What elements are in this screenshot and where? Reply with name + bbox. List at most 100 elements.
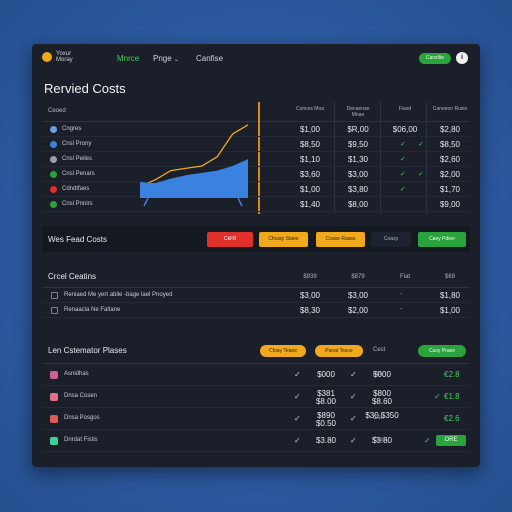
cell-value: $3,00 [299,291,321,300]
top-nav-bar: Yoxur Moray Mnrce Pnge ⌄ Canfise Cansfite… [32,44,480,72]
cell-value: $2,60 [439,155,461,164]
cell-value: $8,00 [347,200,369,209]
cell-value: $R,00 [347,125,369,134]
table-row[interactable]: Renaacla Ne Faltane $8,30 $2,00 - $1,00 [42,303,470,318]
row-label: Dnsa Posgos [64,415,100,421]
check-icon: ✓ [350,436,357,445]
top-action-button[interactable]: Cansfite [419,53,451,64]
row-label: Reniaed Me yert ablle -bage lael Pnoyed [64,292,173,298]
nav-item-3[interactable]: Canfise [196,54,224,63]
column-divider [334,102,335,214]
row-action-button[interactable]: ORE [436,435,466,446]
row-label: Dnsa Cosen [64,393,98,399]
table-row[interactable]: Cnsl Peiles $1,10 $1,30 ✓ $2,60 [42,152,470,167]
status-text: Cost [373,437,386,443]
chart-area-leg [237,197,243,207]
costs-table: Ceoed Conces Mna Decaense Mnae Fiasd Can… [42,102,470,214]
row-checkbox[interactable] [51,292,58,299]
orange-pill-2[interactable]: Panat Tesce [315,345,363,357]
check-icon: ✓ [400,141,406,148]
nav-item-2[interactable]: Pnge ⌄ [153,54,179,63]
orange-action-button-2[interactable]: Coase Raass [316,232,365,247]
orange-action-button-1[interactable]: Cfoaay Staee [259,232,308,247]
chart-line-series [139,124,249,188]
neutral-action-button[interactable]: Coasy [371,232,411,247]
chart-area-leg [143,197,149,207]
cell-value: $800 $8.60 [371,389,393,406]
row-icon [50,186,57,193]
green-pill[interactable]: Casy Praee [418,345,466,357]
table-row[interactable]: Dnsa Cosen ✓ $381 $8.00 ✓ $800 $8.60 ✓ €… [42,386,470,408]
column-header-4: Caneeon Rusio [432,106,468,112]
check-icon: ✓ [350,370,357,379]
logo-text: Yoxur Moray [56,51,73,63]
column-divider [380,102,381,214]
row-label: Cngres [62,126,82,132]
cell-value: - [400,306,403,313]
table-row[interactable]: Dnrdat Fistis ✓ $3.80 ✓ $3.80 Cost ✓ ORE [42,430,470,452]
table-row[interactable]: Cnsl Pnnirs $1,40 $8,00 $9,00 [42,197,470,212]
red-action-button[interactable]: CkF8 [207,232,253,247]
table-row[interactable]: Cngres $1,00 $R,00 $06,00 $2,80 [42,122,470,137]
cell-value: $3.80 [315,436,337,445]
check-icon: ✓ [294,436,301,445]
row-icon [50,201,57,208]
column-header-3: Fiat [399,274,410,280]
cell-value: $3,00 [347,170,369,179]
costs-table-header: Ceoed Conces Mna Decaense Mnae Fiasd Can… [42,102,470,122]
table-row[interactable]: Asnidhas ✓ $000 ✓ $000 Lst €2.8 [42,364,470,386]
cell-value: $3,80 [347,185,369,194]
cell-value: $1,10 [299,155,321,164]
check-icon: ✓ [400,156,406,163]
nav-item-2-label: Pnge [153,54,172,63]
cell-value: $2,00 [347,306,369,315]
info-icon[interactable]: i [456,52,468,64]
table-row[interactable]: Cdndtfaes $1,00 $3,80 ✓ $1,70 [42,182,470,197]
status-text: Lst [373,371,382,377]
cell-value: $30 $350 [365,411,399,420]
check-icon: ✓ [400,186,406,193]
table-row[interactable]: Reniaed Me yert ablle -bage lael Pnoyed … [42,288,470,303]
row-icon [50,393,58,401]
row-label: Cnsl Penars [62,171,95,177]
app-window: Yoxur Moray Mnrce Pnge ⌄ Canfise Cansfite… [32,44,480,467]
nav-item-1[interactable]: Mnrce [117,54,140,63]
check-icon: ✓ [434,392,441,401]
orange-pill-1[interactable]: Cfoay Teaee [260,345,306,357]
chevron-down-icon: ⌄ [173,57,179,63]
row-label: Asnidhas [64,371,89,377]
table-row[interactable]: Cnsl Prony $8,50 $9,50 ✓ ✓ $8,50 [42,137,470,152]
criteria-table: Crcel Ceatins $939 $879 Fiat $69 Reniaed… [42,266,470,324]
column-header-1: $939 [303,274,317,280]
cell-value: $1,80 [439,291,461,300]
column-header-4: $69 [444,274,455,280]
check-icon: ✓ [418,141,424,148]
column-header-2: Decaense Mnae [346,106,370,118]
value-text: €1.8 [444,392,460,401]
green-action-button[interactable]: Caey Pdiee [418,232,466,247]
row-label: Renaacla Ne Faltane [64,307,121,313]
cell-value: $06,00 [392,125,418,134]
check-icon: ✓ [400,171,406,178]
status-text: Cst [373,415,382,421]
check-icon: ✓ [350,392,357,401]
cell-value: $000 [373,370,391,379]
check-icon: ✓ [350,414,357,423]
cell-value: $9,50 [347,140,369,149]
cell-value: $1,40 [299,200,321,209]
row-icon [50,437,58,445]
column-header-2: $879 [351,274,365,280]
row-label: Cnsl Prony [62,141,92,147]
cell-value: $3,00 [347,291,369,300]
cell-value: $8,50 [299,140,321,149]
check-icon: ✓ [424,436,431,445]
row-icon [50,171,57,178]
cell-value: $000 [317,370,335,379]
check-icon: ✓ [294,414,301,423]
row-checkbox[interactable] [51,307,58,314]
table-row[interactable]: Dnsa Posgos ✓ $890 $0.50 ✓ $30 $350 Cst … [42,408,470,430]
criteria-table-header: Crcel Ceatins $939 $879 Fiat $69 [42,266,470,288]
check-icon: ✓ [418,171,424,178]
column-header-1: Conces Mna [295,106,325,112]
table-row[interactable]: Cnsl Penars $3,60 $3,00 ✓ ✓ $2,00 [42,167,470,182]
